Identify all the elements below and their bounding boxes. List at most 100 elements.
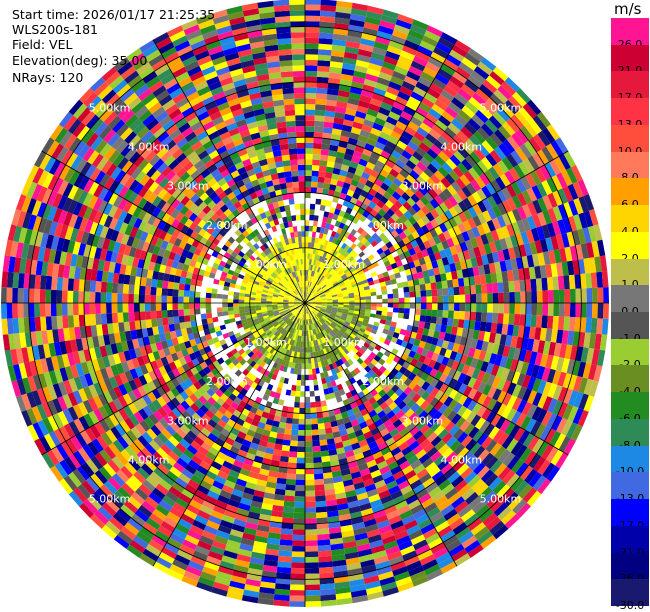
velocity-cell (547, 316, 554, 329)
velocity-cell (299, 408, 305, 414)
velocity-cell (298, 237, 302, 243)
velocity-cell (305, 485, 315, 491)
velocity-cell (299, 242, 303, 248)
velocity-cell (305, 513, 316, 519)
velocity-cell (314, 385, 319, 391)
velocity-cell (40, 303, 46, 317)
velocity-cell (404, 303, 410, 309)
velocity-cell (355, 303, 361, 306)
velocity-cell (409, 309, 415, 315)
velocity-cell (508, 314, 514, 325)
velocity-cell (426, 303, 432, 310)
velocity-cell (305, 386, 310, 392)
velocity-cell (308, 364, 312, 370)
velocity-cell (295, 491, 305, 497)
velocity-cell (295, 396, 301, 402)
velocity-cell (7, 287, 13, 303)
velocity-cell (250, 303, 256, 306)
velocity-cell (305, 535, 317, 541)
velocity-cell (18, 303, 24, 318)
velocity-cell (305, 99, 316, 105)
velocity-cell (570, 303, 576, 317)
velocity-cell (280, 144, 289, 151)
velocity-cell (305, 132, 314, 138)
velocity-cell (298, 364, 302, 370)
velocity-cell (305, 65, 317, 71)
velocity-cell (295, 104, 305, 110)
velocity-cell (360, 306, 366, 310)
velocity-cell (305, 518, 317, 524)
velocity-cell (297, 447, 305, 453)
velocity-cell (366, 303, 372, 307)
velocity-cell (300, 204, 305, 210)
velocity-cell (305, 557, 319, 563)
velocity-cell (305, 242, 308, 248)
velocity-cell (183, 303, 189, 309)
velocity-cell (217, 307, 223, 312)
velocity-cell (299, 419, 305, 425)
velocity-cell (168, 281, 174, 289)
velocity-cell (281, 71, 293, 77)
velocity-cell (420, 309, 426, 316)
velocity-cell (317, 534, 330, 540)
velocity-cell (300, 397, 305, 403)
velocity-cell (542, 303, 548, 316)
velocity-cell (497, 313, 503, 324)
velocity-cell (300, 215, 305, 221)
velocity-cell (23, 288, 29, 303)
velocity-cell (305, 248, 308, 254)
velocity-cell (298, 441, 306, 447)
velocity-cell (443, 303, 449, 311)
velocity-cell (305, 71, 317, 77)
velocity-cell (448, 311, 454, 319)
velocity-cell (67, 303, 73, 315)
velocity-cell (62, 303, 68, 316)
velocity-cell (366, 306, 372, 310)
velocity-cell (298, 369, 302, 375)
velocity-cell (292, 546, 305, 552)
velocity-cell (62, 278, 69, 291)
velocity-cell (305, 491, 315, 497)
velocity-cell (437, 310, 443, 318)
velocity-cell (297, 458, 305, 464)
velocity-cell (291, 38, 305, 44)
velocity-cell (410, 303, 416, 309)
velocity-cell (95, 314, 101, 325)
velocity-cell (471, 303, 477, 312)
velocity-cell (305, 198, 311, 204)
velocity-cell (431, 316, 437, 324)
velocity-cell (45, 289, 51, 303)
velocity-cell (244, 297, 250, 301)
velocity-cell (146, 278, 153, 287)
velocity-cell (295, 209, 300, 215)
velocity-cell (189, 303, 195, 309)
velocity-cell (305, 502, 316, 508)
velocity-cell (289, 451, 297, 457)
velocity-cell (316, 512, 328, 518)
velocity-cell (201, 281, 207, 287)
velocity-cell (305, 187, 311, 193)
velocity-cell (292, 176, 299, 182)
velocity-cell (239, 296, 245, 300)
velocity-cell (305, 104, 315, 110)
velocity-cell (211, 293, 217, 298)
velocity-cell (399, 303, 405, 308)
velocity-cell (250, 300, 256, 303)
velocity-cell (564, 303, 570, 317)
velocity-cell (51, 316, 58, 330)
velocity-cell (292, 424, 299, 430)
velocity-cell (289, 396, 295, 402)
velocity-cell (293, 407, 299, 413)
velocity-cell (296, 474, 305, 480)
velocity-cell (305, 424, 312, 430)
velocity-cell (300, 391, 305, 397)
velocity-cell (305, 148, 313, 154)
velocity-cell (305, 590, 320, 596)
velocity-cell (156, 287, 162, 295)
velocity-cell (309, 375, 313, 381)
velocity-cell (442, 310, 448, 318)
velocity-cell (305, 507, 316, 513)
velocity-cell (302, 353, 305, 359)
velocity-cell (449, 303, 455, 311)
velocity-cell (503, 313, 509, 324)
